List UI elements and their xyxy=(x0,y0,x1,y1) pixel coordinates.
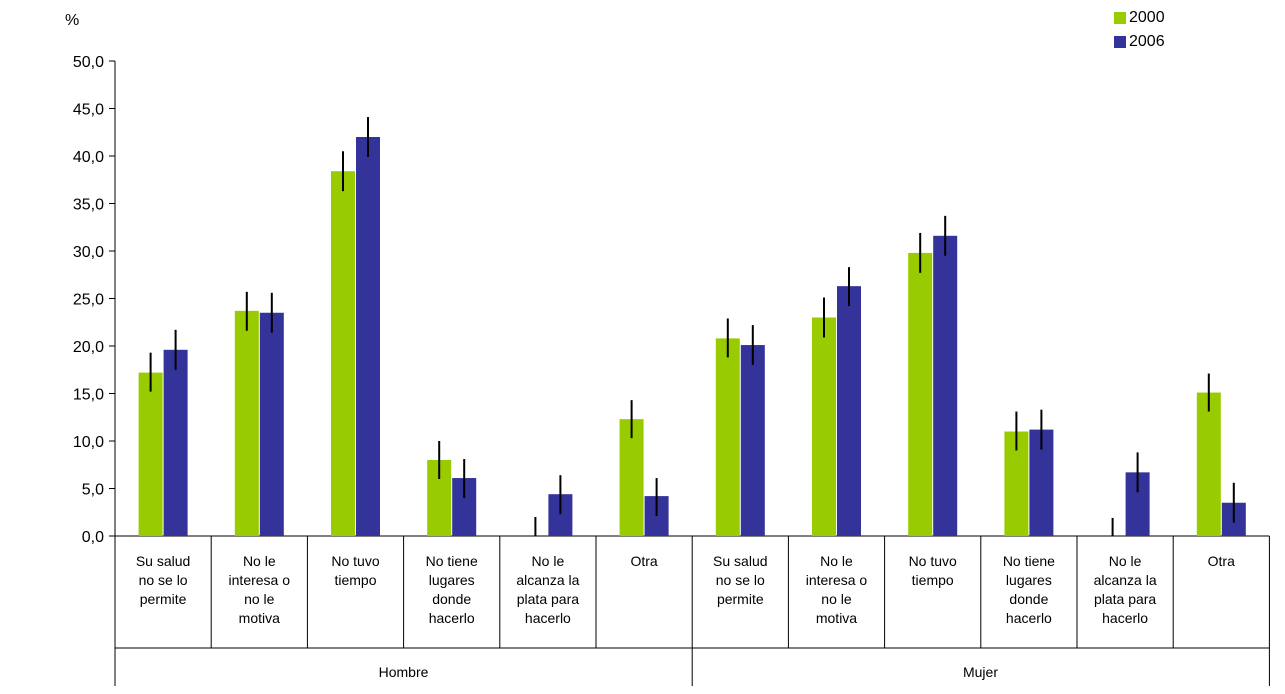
category-label-line: Otra xyxy=(1207,553,1235,569)
bar-2006-7 xyxy=(837,286,861,536)
bar-2000-7 xyxy=(812,317,836,536)
category-label-line: no le xyxy=(821,591,852,607)
y-tick-label: 35,0 xyxy=(73,197,104,214)
bar-2000-8 xyxy=(908,252,933,536)
category-label-line: lugares xyxy=(1005,572,1052,588)
category-label-line: no se lo xyxy=(138,572,188,588)
category-label-line: No tiene xyxy=(1002,553,1055,569)
error-bars xyxy=(149,117,1235,536)
category-label: Otra xyxy=(1173,552,1269,571)
legend-item-2000: 2000 xyxy=(1114,6,1165,30)
y-tick-label: 15,0 xyxy=(73,387,104,404)
category-label: Su salud no se lo permite xyxy=(115,552,211,609)
legend-swatch-2006 xyxy=(1114,36,1126,48)
category-label: No tuvo tiempo xyxy=(307,552,403,590)
category-label-line: interesa o xyxy=(228,572,291,588)
category-label-line: alcanza la xyxy=(516,572,580,588)
category-label-line: No le xyxy=(1108,553,1142,569)
category-label-line: no se lo xyxy=(715,572,765,588)
category-label-line: No le xyxy=(242,553,276,569)
category-label: No tiene lugares donde hacerlo xyxy=(981,552,1077,628)
axes xyxy=(114,61,1270,686)
category-label-line: permite xyxy=(139,591,187,607)
y-tick-label: 40,0 xyxy=(73,149,104,166)
y-tick-label: 10,0 xyxy=(73,434,104,451)
bars xyxy=(138,137,1246,537)
category-label-line: Su salud xyxy=(135,553,191,569)
category-label-line: No tiene xyxy=(425,553,478,569)
category-label-line: No le xyxy=(531,553,565,569)
category-label-line: hacerlo xyxy=(1005,610,1052,626)
group-label-mujer: Mujer xyxy=(962,664,998,680)
y-axis-ticks: 0,0 5,0 10,0 15,0 20,0 25,0 30,0 35,0 40,0 45,0 50… xyxy=(73,54,115,546)
category-label-line: donde xyxy=(1009,591,1049,607)
category-label-line: lugares xyxy=(428,572,475,588)
category-label-line: permite xyxy=(716,591,764,607)
category-label-line: alcanza la xyxy=(1093,572,1157,588)
y-tick-label: 30,0 xyxy=(73,244,104,261)
category-label-line: No le xyxy=(820,553,853,569)
category-label-line: tiempo xyxy=(334,572,377,588)
category-label-line: motiva xyxy=(238,610,280,626)
bar-2000-2 xyxy=(331,171,355,536)
bar-2006-2 xyxy=(356,137,380,536)
bar-2006-0 xyxy=(163,349,188,536)
bar-2006-1 xyxy=(259,312,284,536)
y-tick-label: 0,0 xyxy=(82,529,104,546)
category-label: No tuvo tiempo xyxy=(885,552,981,590)
bar-2000-11 xyxy=(1196,392,1221,536)
y-tick-label: 50,0 xyxy=(73,54,104,71)
category-label: No le alcanza la plata para hacerlo xyxy=(500,552,596,628)
category-label: No le interesa o no le motiva xyxy=(211,552,307,628)
group-label-hombre: Hombre xyxy=(378,664,429,680)
category-label-line: plata para xyxy=(516,591,580,607)
legend-label-2000: 2000 xyxy=(1129,9,1165,26)
category-label-line: hacerlo xyxy=(524,610,571,626)
bar-2000-0 xyxy=(138,372,163,536)
legend-label-2006: 2006 xyxy=(1129,33,1165,50)
category-label-line: motiva xyxy=(815,610,858,626)
category-label-line: No tuvo xyxy=(908,553,957,569)
bar-2000-6 xyxy=(715,338,740,536)
legend: 2000 2006 xyxy=(1114,6,1165,54)
y-tick-label: 20,0 xyxy=(73,339,104,356)
category-label-line: plata para xyxy=(1093,591,1157,607)
y-tick-label: 25,0 xyxy=(73,292,104,309)
bar-2000-1 xyxy=(234,310,259,536)
category-label: No tiene lugares donde hacerlo xyxy=(404,552,500,628)
legend-item-2006: 2006 xyxy=(1114,30,1165,54)
bar-2006-8 xyxy=(933,235,958,537)
category-label-line: hacerlo xyxy=(1102,610,1149,626)
category-label-line: Otra xyxy=(630,553,658,569)
category-label-line: donde xyxy=(432,591,472,607)
category-label-line: tiempo xyxy=(911,572,954,588)
category-label-line: No tuvo xyxy=(331,553,380,569)
category-label-line: hacerlo xyxy=(428,610,475,626)
legend-swatch-2000 xyxy=(1114,12,1126,24)
y-axis-unit-label: % xyxy=(65,12,80,29)
category-label: No le interesa o no le motiva xyxy=(788,552,884,628)
y-tick-label: 45,0 xyxy=(73,102,104,119)
category-label: Otra xyxy=(596,552,692,571)
y-tick-label: 5,0 xyxy=(82,482,104,499)
bar-2000-5 xyxy=(619,419,644,536)
category-label-line: Su salud xyxy=(713,553,768,569)
category-label: No le alcanza la plata para hacerlo xyxy=(1077,552,1173,628)
category-label-line: no le xyxy=(244,591,275,607)
category-label-line: interesa o xyxy=(805,572,868,588)
bar-2006-6 xyxy=(740,345,765,536)
category-label: Su salud no se lo permite xyxy=(692,552,788,609)
